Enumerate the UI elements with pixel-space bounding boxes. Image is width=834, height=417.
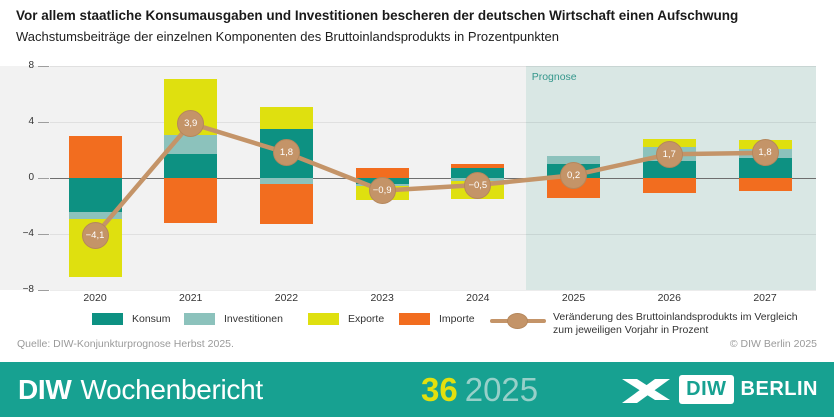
diw-logo-text: DIW	[679, 375, 734, 404]
bar-segment-konsum-2027	[738, 158, 792, 178]
gdp-line-legend-dot-icon	[507, 313, 528, 329]
x-axis-label-2020: 2020	[83, 292, 107, 304]
issue-year: 2025	[464, 370, 539, 408]
gridline	[50, 290, 816, 291]
bar-segment-importe-2022	[259, 183, 313, 225]
y-axis-tick-label: 8	[28, 60, 34, 71]
bar-segment-importe-2026	[642, 178, 696, 194]
y-axis-tick-label: 0	[28, 172, 34, 183]
bar-segment-konsum-2026	[642, 161, 696, 178]
x-axis-label-2026: 2026	[657, 292, 681, 304]
gdp-point-2022: 1,8	[272, 139, 300, 167]
bar-segment-importe-2027	[738, 178, 792, 191]
gridline	[50, 122, 816, 123]
gridline	[50, 66, 816, 67]
plot-panel: Prognose −4,1 3,9 1,8 −0,9 −0,5 0,2 1,7 1,8	[0, 66, 816, 291]
x-axis-label-2027: 2027	[753, 292, 777, 304]
x-axis-label-2022: 2022	[274, 292, 299, 304]
gdp-point-2027: 1,8	[751, 139, 779, 167]
x-axis-label-2023: 2023	[370, 292, 394, 304]
zero-line	[50, 178, 816, 179]
chart-title: Vor allem staatliche Konsumausgaben und …	[16, 8, 739, 23]
bar-segment-konsum-2020	[68, 178, 122, 212]
issue-number: 36	[421, 370, 458, 408]
gdp-line-legend-label: Veränderung des Bruttoinlandsprodukts im…	[553, 311, 833, 336]
legend-label-investitionen: Investitionen	[224, 313, 283, 325]
legend-swatch-konsum	[92, 313, 123, 325]
legend-swatch-exporte	[308, 313, 339, 325]
y-axis-tick-label: −8	[22, 284, 34, 295]
berlin-logo-text: BERLIN	[740, 378, 818, 400]
bar-segment-exporte-2022	[259, 106, 313, 129]
bar-segment-investitionen-2020	[68, 211, 122, 219]
legend-item-importe: Importe	[399, 313, 475, 325]
bar-segment-importe-2024	[451, 164, 505, 169]
prognose-label: Prognose	[531, 71, 577, 83]
gdp-point-2021: 3,9	[177, 109, 205, 137]
bar-segment-importe-2020	[68, 136, 122, 178]
bar-segment-investitionen-2025	[547, 155, 601, 164]
footer-bar: DIW Wochenbericht 36 2025 DIW BERLIN	[0, 362, 834, 417]
source-note: Quelle: DIW-Konjunkturprognose Herbst 20…	[17, 338, 234, 350]
gdp-line-legend-label-line2: zum jeweiligen Vorjahr in Prozent	[553, 323, 709, 336]
gdp-line-legend-label-line1: Veränderung des Bruttoinlandsprodukts im…	[553, 311, 798, 323]
x-axis-label-2025: 2025	[561, 292, 586, 304]
x-axis-label-2024: 2024	[466, 292, 490, 304]
diw-berlin-logo: DIW BERLIN	[620, 362, 818, 417]
bar-segment-investitionen-2022	[259, 178, 313, 184]
legend-label-konsum: Konsum	[132, 313, 171, 325]
bar-segment-importe-2021	[164, 178, 218, 223]
gdp-point-2024: −0,5	[464, 171, 492, 199]
legend-swatch-investitionen	[184, 313, 215, 325]
y-axis-tick-mark	[38, 122, 49, 123]
gdp-line	[93, 121, 766, 237]
y-axis-tick-mark	[38, 290, 49, 291]
y-axis-tick-mark	[38, 234, 49, 235]
bar-segment-konsum-2021	[164, 154, 218, 178]
gdp-point-2025: 0,2	[560, 161, 588, 189]
legend-swatch-importe	[399, 313, 430, 325]
diw-logo-mark-icon	[622, 378, 671, 403]
footer-issue: 36 2025	[421, 362, 538, 417]
legend-label-importe: Importe	[439, 313, 475, 325]
legend-item-konsum: Konsum	[92, 313, 171, 325]
chart-subtitle: Wachstumsbeiträge der einzelnen Komponen…	[16, 29, 559, 44]
y-axis-tick-label: 4	[28, 116, 34, 127]
gdp-point-2026: 1,7	[655, 140, 683, 168]
copyright-note: © DIW Berlin 2025	[729, 338, 817, 350]
legend-item-exporte: Exporte	[308, 313, 384, 325]
y-axis-tick-mark	[38, 178, 49, 179]
legend-label-exporte: Exporte	[348, 313, 385, 325]
gdp-point-2020: −4,1	[81, 221, 109, 249]
gdp-point-2023: −0,9	[368, 177, 396, 205]
y-axis-tick-label: −4	[22, 228, 34, 239]
y-axis-tick-mark	[38, 66, 49, 67]
footer-brand-diw: DIW	[18, 373, 72, 405]
bar-segment-importe-2023	[355, 168, 409, 178]
x-axis-label-2021: 2021	[179, 292, 203, 304]
footer-brand-wochenbericht: Wochenbericht	[80, 373, 264, 405]
footer-brand: DIW Wochenbericht	[18, 362, 263, 417]
legend-item-investitionen: Investitionen	[184, 313, 283, 325]
gridline	[50, 234, 816, 235]
